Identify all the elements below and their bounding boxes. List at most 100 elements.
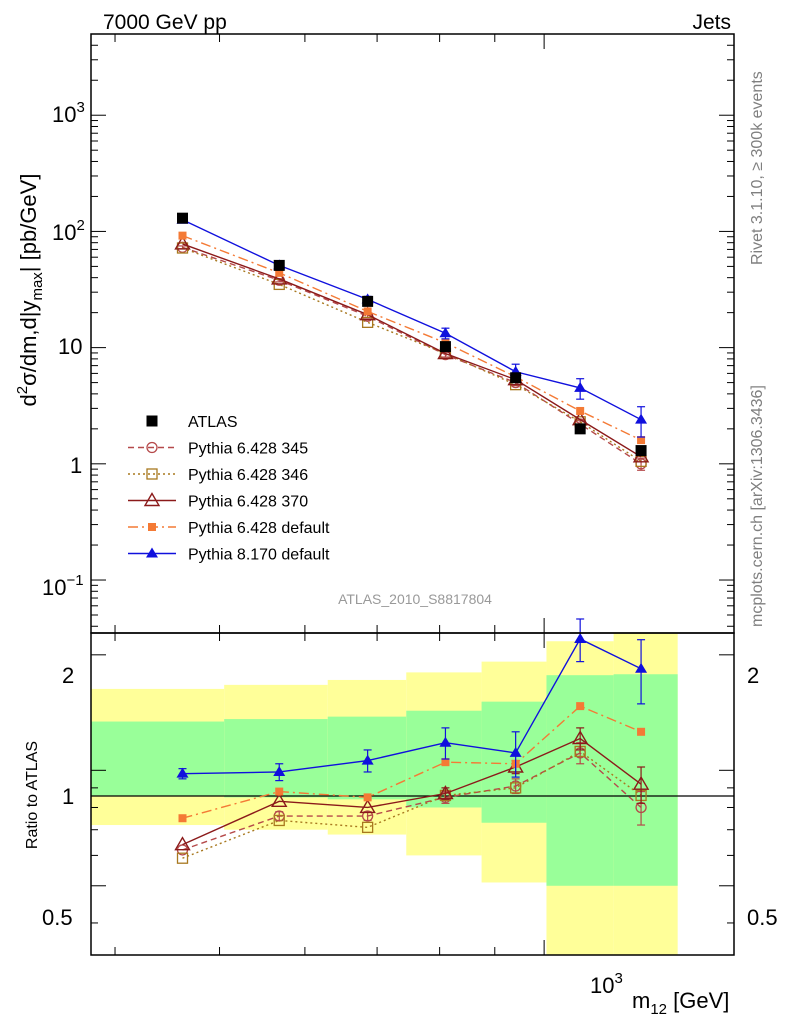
main-point-pythia-6-428-default bbox=[275, 268, 284, 277]
band-green-5 bbox=[546, 675, 614, 886]
ratio-panel-series bbox=[174, 618, 650, 864]
ratio-point-pythia-8-170-default bbox=[361, 754, 374, 765]
ratio-point-pythia-8-170-default bbox=[574, 632, 587, 643]
main-line-pythia-6-428-346 bbox=[182, 247, 642, 462]
main-point-pythia-6-428-default bbox=[637, 436, 646, 445]
ratio-point-pythia-6-428-345 bbox=[361, 810, 374, 822]
ratio-ytick-2: 2 bbox=[62, 663, 74, 688]
main-point-pythia-6-428-default bbox=[576, 406, 585, 415]
legend-marker-atlas bbox=[146, 415, 158, 427]
main-series-pythia-8-170-default bbox=[176, 213, 648, 438]
main-point-atlas bbox=[362, 295, 374, 307]
ratio-series-pythia-8-170-default bbox=[176, 618, 648, 782]
main-panel-series bbox=[174, 212, 650, 471]
ratio-panel-frame bbox=[90, 632, 735, 956]
main-point-pythia-6-428-370 bbox=[271, 270, 288, 285]
ratio-point-pythia-8-170-default bbox=[273, 765, 286, 776]
band-green-6 bbox=[613, 674, 678, 886]
ratio-point-pythia-6-428-default bbox=[178, 814, 187, 823]
band-green-0 bbox=[91, 721, 225, 796]
ratio-point-pythia-6-428-370 bbox=[632, 775, 650, 790]
ytick-label-1000: 103 bbox=[52, 99, 85, 127]
ratio-point-pythia-6-428-370 bbox=[571, 730, 589, 745]
ratio-point-pythia-6-428-370 bbox=[437, 785, 454, 800]
legend-label-pythia-8-170-default: Pythia 8.170 default bbox=[188, 547, 330, 564]
ratio-point-pythia-6-428-370 bbox=[271, 792, 288, 808]
header-energy-label: 7000 GeV pp bbox=[103, 11, 227, 34]
main-point-pythia-6-428-370 bbox=[174, 235, 191, 250]
main-panel-frame bbox=[90, 33, 735, 634]
ratio-ytick-0.5-right: 0.5 bbox=[747, 905, 778, 930]
band-green-1 bbox=[224, 719, 328, 798]
ratio-point-pythia-6-428-346 bbox=[176, 852, 189, 864]
main-point-atlas bbox=[273, 259, 285, 271]
ytick-label-10: 10 bbox=[58, 334, 82, 359]
main-point-atlas bbox=[439, 341, 451, 353]
ratio-ytick-0.5: 0.5 bbox=[42, 905, 73, 930]
main-point-pythia-6-428-346 bbox=[361, 316, 374, 328]
main-y-axis-label: d2σ/dm,d|ymax| [pb/GeV] bbox=[14, 174, 46, 407]
ratio-point-pythia-6-428-default bbox=[363, 793, 372, 802]
main-line-pythia-6-428-345 bbox=[182, 246, 642, 465]
ratio-point-pythia-8-170-default bbox=[635, 662, 648, 673]
ratio-point-pythia-6-428-default bbox=[441, 758, 450, 767]
legend-marker-pythia-8-170-default bbox=[146, 547, 158, 558]
main-point-atlas bbox=[510, 372, 522, 384]
main-point-atlas bbox=[635, 445, 647, 457]
legend-label-pythia-6-428-346: Pythia 6.428 346 bbox=[188, 467, 308, 484]
ratio-ytick-1: 1 bbox=[62, 784, 74, 809]
legend-label-atlas: ATLAS bbox=[188, 414, 238, 431]
legend: ATLAS Pythia 6.428 345 Pythia 6.428 346 Pyt… bbox=[128, 414, 330, 564]
main-series-atlas bbox=[177, 212, 647, 457]
legend-label-pythia-6-428-default: Pythia 6.428 default bbox=[188, 520, 330, 537]
main-point-pythia-6-428-default bbox=[363, 307, 372, 316]
analysis-id-label: ATLAS_2010_S8817804 bbox=[338, 591, 492, 607]
ratio-ytick-2-right: 2 bbox=[747, 663, 759, 688]
ytick-label-100: 102 bbox=[52, 217, 85, 245]
main-series-pythia-6-428-345 bbox=[176, 241, 647, 471]
legend-marker-pythia-6-428-370 bbox=[143, 492, 161, 507]
main-point-atlas bbox=[177, 212, 189, 224]
main-point-pythia-8-170-default bbox=[574, 381, 587, 392]
ratio-point-pythia-6-428-default bbox=[637, 727, 646, 736]
ratio-point-pythia-6-428-370 bbox=[174, 836, 191, 851]
ratio-point-pythia-6-428-346 bbox=[361, 821, 374, 834]
x-axis-label: m12 [GeV] bbox=[632, 988, 729, 1018]
main-series-pythia-6-428-default bbox=[178, 231, 646, 445]
ratio-uncertainty-bands bbox=[91, 633, 678, 955]
xtick-label-1000: 103 bbox=[590, 970, 623, 998]
ratio-point-pythia-6-428-default bbox=[576, 702, 585, 711]
main-y-tick-labels: 103 102 10 1 10−1 bbox=[42, 99, 85, 600]
main-point-pythia-6-428-370 bbox=[437, 345, 454, 360]
ratio-series-pythia-6-428-370 bbox=[174, 727, 650, 851]
main-point-atlas bbox=[574, 423, 586, 435]
main-point-pythia-8-170-default bbox=[439, 327, 452, 338]
legend-marker-pythia-6-428-346 bbox=[146, 468, 158, 480]
main-point-pythia-6-428-default bbox=[178, 231, 187, 240]
ytick-label-1: 1 bbox=[70, 453, 82, 478]
ratio-point-pythia-6-428-346 bbox=[273, 814, 285, 827]
ratio-point-pythia-8-170-default bbox=[439, 736, 452, 747]
ratio-point-pythia-6-428-default bbox=[275, 787, 284, 796]
main-line-pythia-6-428-370 bbox=[182, 243, 642, 458]
main-point-pythia-6-428-346 bbox=[176, 242, 189, 254]
rivet-version-label: Rivet 3.1.10, ≥ 300k events bbox=[749, 71, 766, 265]
ratio-point-pythia-6-428-346 bbox=[509, 782, 522, 794]
mcplots-source-label: mcplots.cern.ch [arXiv:1306.3436] bbox=[749, 385, 766, 627]
ratio-y-axis-label: Ratio to ATLAS bbox=[24, 741, 41, 849]
ratio-y-tick-labels: 2 1 0.5 2 0.5 bbox=[42, 663, 778, 930]
ratio-point-pythia-8-170-default bbox=[509, 746, 522, 757]
ratio-point-pythia-8-170-default bbox=[176, 767, 189, 778]
legend-marker-pythia-6-428-345 bbox=[146, 441, 158, 454]
ytick-label-0.1: 10−1 bbox=[42, 572, 84, 600]
main-line-pythia-6-428-default bbox=[182, 234, 642, 441]
axis-ticks bbox=[91, 33, 734, 955]
legend-label-pythia-6-428-370: Pythia 6.428 370 bbox=[188, 494, 308, 511]
main-point-pythia-8-170-default bbox=[635, 413, 648, 424]
main-line-pythia-8-170-default bbox=[182, 219, 642, 421]
legend-label-pythia-6-428-345: Pythia 6.428 345 bbox=[188, 441, 308, 458]
header-process-label: Jets bbox=[692, 11, 731, 34]
ratio-point-pythia-6-428-370 bbox=[359, 799, 376, 814]
legend-marker-pythia-6-428-default bbox=[148, 523, 156, 531]
